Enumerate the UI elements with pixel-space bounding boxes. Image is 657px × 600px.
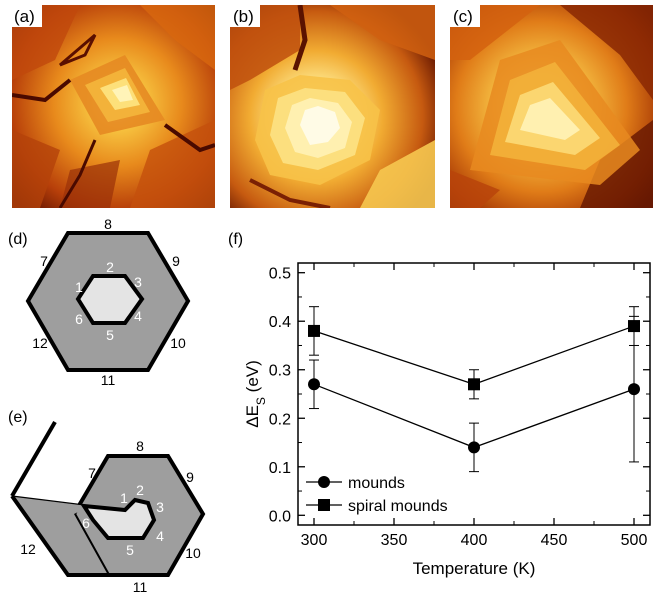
edge-label-e-12: 12 [20, 541, 36, 557]
panel-c-label-bg [450, 5, 480, 27]
x-tick-label: 500 [621, 532, 648, 549]
y-tick-label: 0.5 [269, 266, 291, 283]
edge-label-e-4: 4 [156, 528, 164, 544]
edge-label-6: 6 [75, 311, 83, 327]
legend-marker-square [318, 499, 330, 511]
hexagon-diagram-e: 8 7 9 10 11 12 1 2 3 4 5 6 [10, 420, 206, 595]
edge-label-e-10: 10 [185, 545, 201, 561]
panel-f-label: (f) [228, 231, 243, 248]
edge-label-12: 12 [32, 335, 48, 351]
edge-label-4: 4 [134, 308, 142, 324]
edge-label-e-2: 2 [136, 482, 144, 498]
stm-image-a [12, 5, 215, 208]
edge-label-1: 1 [75, 279, 83, 295]
edge-label-e-11: 11 [133, 579, 148, 595]
edge-label-e-8: 8 [136, 438, 144, 454]
data-point-square [308, 324, 320, 337]
edge-label-8: 8 [104, 216, 112, 232]
data-point-circle [308, 378, 320, 391]
data-point-square [628, 320, 640, 333]
edge-label-e-6: 6 [82, 515, 90, 531]
stm-image-c [450, 5, 653, 208]
x-axis-label: Temperature (K) [413, 559, 536, 578]
edge-label-2: 2 [106, 259, 114, 275]
panel-b-label: (b) [233, 7, 254, 26]
x-tick-label: 450 [541, 532, 568, 549]
y-tick-label: 0.1 [269, 460, 291, 477]
screw-dislocation-line [10, 420, 57, 498]
y-tick-label: 0.4 [269, 314, 291, 331]
panel-a-label-bg [12, 5, 42, 27]
panel-e-label: (e) [8, 409, 28, 426]
legend-label: spiral mounds [348, 498, 448, 515]
data-point-square [468, 378, 480, 391]
inner-hexagon-d [75, 274, 145, 325]
hexagon-diagram-d: 8 7 9 10 11 12 1 2 3 4 5 6 [25, 216, 191, 388]
spiral-outline-e [10, 494, 108, 577]
y-tick-label: 0.0 [269, 508, 291, 525]
inner-region-e [80, 497, 157, 540]
spiral-terrace-fill-e [14, 497, 108, 575]
edge-label-7: 7 [40, 253, 48, 269]
edge-label-5: 5 [106, 327, 114, 343]
legend-marker-circle [318, 476, 330, 488]
x-tick-label: 400 [461, 532, 488, 549]
x-tick-label: 300 [301, 532, 328, 549]
edge-label-e-5: 5 [126, 542, 134, 558]
panel-d-label: (d) [8, 231, 28, 248]
edge-label-3: 3 [134, 274, 142, 290]
y-tick-label: 0.3 [269, 363, 291, 380]
panel-b-label-bg [230, 5, 260, 27]
data-point-circle [468, 441, 480, 454]
stm-image-b [230, 5, 435, 208]
panel-c-label: (c) [453, 7, 473, 26]
edge-label-e-7: 7 [88, 465, 96, 481]
edge-label-e-9: 9 [186, 469, 194, 485]
x-tick-label: 350 [381, 532, 408, 549]
edge-label-10: 10 [170, 335, 186, 351]
y-axis-label: ΔES (eV) [243, 360, 268, 428]
energy-chart: 300 350 400 450 500 0.0 0.1 0.2 0.3 0.4 0.5 Tempera… [243, 262, 651, 578]
edge-label-9: 9 [172, 253, 180, 269]
edge-label-11: 11 [101, 372, 116, 388]
legend-label: mounds [348, 475, 405, 492]
edge-label-e-3: 3 [156, 499, 164, 515]
panel-a-label: (a) [14, 7, 35, 26]
step-edge-line-e [11, 495, 126, 511]
edge-label-e-1: 1 [120, 490, 128, 506]
y-tick-label: 0.2 [269, 411, 291, 428]
data-point-circle [628, 383, 640, 396]
